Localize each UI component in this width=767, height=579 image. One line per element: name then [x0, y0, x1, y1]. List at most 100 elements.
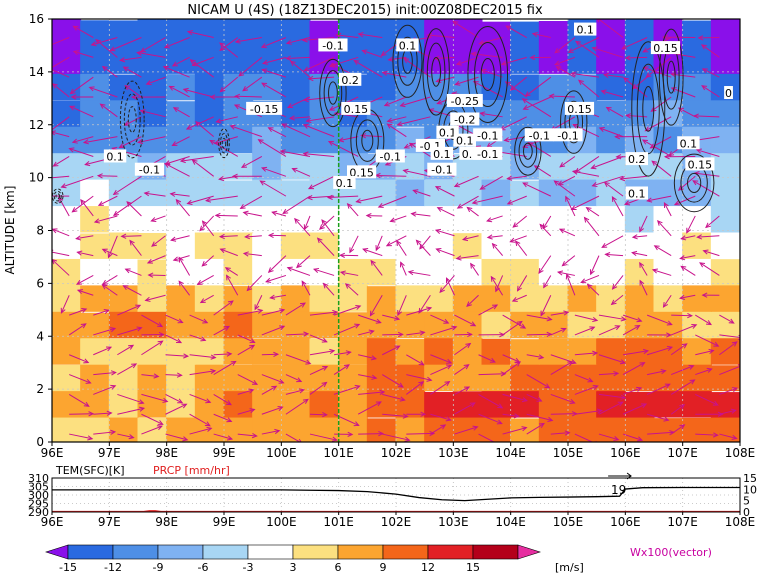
contour-label: 0.15: [567, 103, 592, 116]
u-cell: [482, 285, 512, 312]
u-cell: [711, 18, 741, 74]
colorbar-tick-label: 15: [466, 561, 480, 574]
u-cell: [625, 284, 655, 312]
u-cell: [682, 258, 712, 285]
u-cell: [510, 339, 540, 364]
sub-y-right-tick-label: 5: [743, 495, 750, 508]
u-cell: [682, 418, 712, 444]
u-cell: [281, 228, 311, 259]
u-cell: [281, 391, 311, 417]
u-cell: [482, 390, 512, 418]
contour-label: 0.2: [341, 74, 359, 87]
u-cell: [195, 337, 225, 365]
contour-label: -0.15: [250, 103, 278, 116]
colorbar-tick-label: 3: [290, 561, 297, 574]
u-cell: [80, 123, 110, 154]
u-cell: [166, 283, 196, 311]
sub-x-tick-label: 105E: [553, 515, 584, 529]
contour-label: -0.1: [557, 129, 578, 142]
u-cell: [80, 363, 110, 392]
colorbar-tick-label: -15: [59, 561, 77, 574]
u-cell: [682, 96, 712, 127]
u-cell: [711, 96, 741, 126]
y-tick-label: 0: [36, 435, 44, 449]
contour-label: -0.2: [454, 113, 475, 126]
u-cell: [109, 416, 139, 444]
u-cell: [310, 339, 340, 365]
u-cell: [138, 282, 168, 312]
u-cell: [711, 126, 741, 153]
wind-vector: [358, 434, 383, 435]
u-cell: [252, 18, 282, 74]
u-cell: [252, 414, 282, 444]
x-tick-label: 100E: [266, 446, 297, 460]
u-cell: [424, 392, 454, 418]
u-cell: [138, 123, 168, 153]
u-cell: [166, 310, 196, 338]
u-cell: [138, 99, 168, 127]
u-cell: [654, 283, 684, 312]
wind-vector: [626, 57, 647, 58]
contour-label: 0.15: [344, 103, 369, 116]
u-cell: [482, 206, 512, 233]
wind-vector-head: [46, 130, 51, 134]
sub-y-right-tick-label: 10: [743, 483, 757, 496]
u-cell: [166, 335, 196, 365]
u-cell: [396, 415, 426, 444]
u-cell: [338, 285, 368, 312]
u-cell: [711, 284, 741, 312]
u-cell: [367, 286, 397, 312]
u-cell: [338, 336, 368, 364]
y-tick-label: 2: [36, 382, 44, 396]
u-cell: [482, 255, 512, 285]
u-cell: [195, 96, 225, 127]
wind-vector: [69, 414, 93, 415]
u-cell: [625, 98, 655, 126]
u-cell: [396, 282, 426, 311]
u-cell: [166, 19, 196, 74]
u-cell: [224, 230, 254, 259]
u-cell: [166, 259, 196, 285]
u-cell: [367, 418, 397, 444]
u-cell: [682, 308, 712, 338]
vector-scale-label: Wx100(vector): [630, 546, 712, 559]
u-cell: [596, 360, 626, 391]
u-cell: [367, 204, 397, 233]
sub-x-tick-label: 101E: [323, 515, 354, 529]
u-cell: [510, 361, 540, 392]
u-cell: [166, 415, 196, 444]
u-cell: [682, 389, 712, 418]
u-cell: [453, 18, 483, 73]
y-axis-label: ALTITUDE [km]: [3, 186, 17, 275]
u-cell: [281, 180, 311, 206]
u-cell: [539, 338, 569, 364]
u-cell: [166, 204, 196, 232]
u-cell: [625, 362, 655, 391]
colorbar-unit: [m/s]: [555, 561, 584, 574]
u-cell: [625, 71, 655, 100]
u-cell: [596, 126, 626, 153]
u-cell: [80, 414, 110, 444]
u-cell: [682, 232, 712, 259]
u-cell: [568, 229, 598, 258]
u-cell: [52, 203, 82, 233]
u-cell: [310, 125, 340, 153]
u-cell: [625, 392, 655, 418]
u-cell: [52, 124, 82, 153]
u-cell: [224, 205, 254, 232]
u-cell: [711, 365, 741, 391]
u-cell: [682, 285, 712, 312]
u-cell: [596, 202, 626, 232]
u-cell: [367, 337, 397, 364]
u-cell: [510, 284, 540, 312]
colorbar-segment: [293, 545, 338, 559]
contour-label: -0.1: [477, 129, 498, 142]
x-tick-label: 103E: [438, 446, 469, 460]
u-cell: [224, 365, 254, 391]
sub-y-left-tick-label: 310: [28, 472, 49, 485]
u-cell: [510, 22, 540, 74]
colorbar-segment: [383, 545, 428, 559]
contour-label: 0.1: [576, 24, 594, 37]
u-cell: [482, 230, 512, 259]
u-cell: [654, 418, 684, 444]
